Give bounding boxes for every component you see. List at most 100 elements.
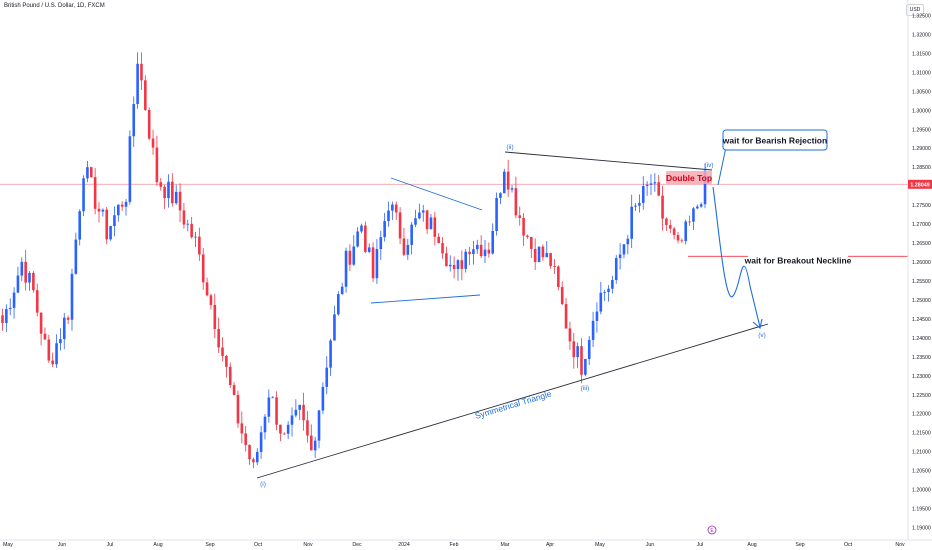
candle-body — [680, 240, 684, 242]
candle-body — [201, 254, 205, 283]
candle-body — [572, 341, 576, 358]
candle-body — [398, 212, 402, 239]
y-tick-label: 1.21000 — [912, 450, 931, 456]
candle-body — [66, 317, 70, 320]
candle-body — [51, 360, 54, 365]
candle-body — [221, 347, 224, 356]
candle-body — [35, 290, 39, 313]
candle-body — [464, 251, 467, 269]
candle-body — [607, 288, 610, 292]
x-tick-label: Sep — [795, 542, 804, 548]
candle-body — [387, 210, 390, 222]
y-tick-label: 1.27000 — [912, 222, 931, 228]
candle-body — [240, 423, 244, 434]
x-tick-label: Apr — [546, 542, 554, 548]
candle-body — [194, 236, 197, 238]
candle-body — [356, 231, 359, 247]
candle-body — [630, 206, 633, 239]
candle-body — [109, 226, 112, 240]
candle-body — [665, 218, 668, 226]
candle-body — [557, 266, 560, 288]
candle-body — [252, 459, 255, 463]
small-triangle-upper — [390, 177, 483, 211]
candle-body — [696, 206, 699, 209]
candle-body — [1, 315, 4, 323]
candle-body — [448, 264, 452, 267]
candle-body — [225, 355, 228, 367]
double-top-box — [666, 171, 712, 184]
candle-body — [541, 246, 545, 258]
x-tick-label: Mar — [501, 542, 510, 548]
candle-body — [120, 204, 124, 207]
x-tick-label: May — [595, 542, 605, 548]
candle-body — [248, 444, 251, 460]
candle-body — [622, 244, 626, 255]
lower-trendline — [256, 323, 769, 479]
candle-body — [479, 244, 483, 257]
wave-v-label: (v) — [758, 332, 766, 339]
candle-body — [182, 210, 186, 225]
candle-body — [533, 248, 537, 262]
candle-body — [271, 397, 274, 399]
upper-trendline — [504, 151, 713, 171]
candle-body — [367, 247, 371, 252]
x-tick-label: Jun — [646, 542, 654, 548]
double-top-label: Double Top — [666, 173, 712, 183]
candle-body — [456, 260, 460, 270]
candle-body — [32, 272, 35, 291]
y-tick-label: 1.25500 — [912, 279, 931, 285]
candle-body — [59, 339, 62, 344]
candle-body — [298, 404, 302, 410]
candle-body — [580, 346, 583, 375]
candle-body — [47, 339, 51, 361]
candle-body — [117, 204, 120, 216]
neckline-text-bg — [748, 255, 848, 266]
candle-body — [676, 235, 680, 241]
candle-body — [348, 250, 352, 265]
currency-button[interactable]: USD — [906, 4, 924, 16]
y-tick-label: 1.24500 — [912, 317, 931, 323]
candle-body — [391, 204, 394, 211]
candle-body — [537, 246, 541, 262]
candle-body — [584, 358, 587, 375]
candle-body — [105, 209, 109, 240]
candle-body — [286, 424, 290, 434]
candle-body — [522, 217, 525, 236]
y-tick-label: 1.29500 — [912, 127, 931, 133]
candle-body — [468, 251, 471, 255]
wave-i-label: (i) — [260, 481, 266, 488]
candle-body — [132, 104, 136, 137]
candle-body — [171, 181, 174, 204]
candle-body — [587, 339, 591, 359]
candle-body — [20, 261, 24, 276]
x-tick-label: Aug — [747, 542, 756, 548]
candle-body — [62, 317, 66, 340]
candle-body — [692, 208, 695, 222]
y-tick-label: 1.20500 — [912, 469, 931, 475]
current-price-tag — [908, 179, 932, 189]
candle-body — [421, 210, 425, 213]
candle-body — [379, 237, 383, 250]
x-tick-label: Dec — [352, 542, 362, 548]
y-tick-label: 1.29000 — [912, 146, 931, 152]
bearish-rejection-callout — [722, 129, 828, 151]
x-tick-label: Jul — [697, 542, 704, 548]
candle-body — [688, 221, 691, 223]
candle-body — [186, 223, 190, 225]
candle-body — [232, 385, 236, 395]
candle-body — [294, 409, 298, 416]
candle-body — [55, 343, 58, 365]
y-tick-label: 1.20000 — [912, 488, 931, 494]
candle-body — [329, 340, 332, 368]
candle-body — [259, 432, 263, 452]
y-tick-label: 1.19500 — [912, 507, 931, 513]
candle-body — [437, 236, 440, 244]
candle-body — [12, 292, 16, 308]
candle-body — [433, 217, 437, 237]
candle-body — [371, 247, 375, 279]
candle-body — [414, 218, 417, 225]
candle-body — [503, 171, 506, 194]
candle-body — [279, 424, 282, 434]
